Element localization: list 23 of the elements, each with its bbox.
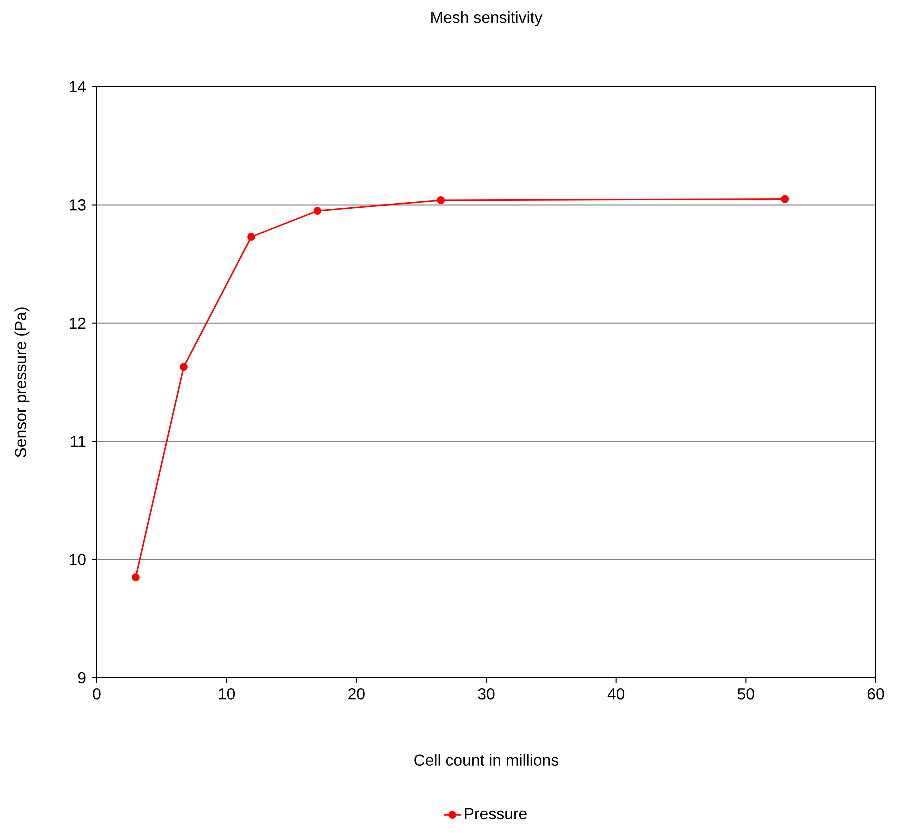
x-tick-label: 40 [608,688,625,700]
point [781,195,790,204]
point [180,363,188,372]
y-tick-label: 14 [70,82,86,92]
x-tick-label: 30 [478,688,495,700]
y-tick-label: 13 [70,200,86,211]
x-tick-label: 0 [93,688,101,700]
x-tick-label: 50 [738,688,754,700]
legend-label: Pressure [465,808,527,820]
point [314,207,322,216]
y-tick-label: 9 [78,672,86,684]
point [248,233,256,242]
chart-title: Mesh sensitivity [432,12,543,26]
y-tick-label: 11 [71,436,86,448]
x-tick-label: 10 [219,688,236,700]
y-tick-label: 12 [70,318,86,329]
y-axis-title: Sensor pressure (Pa) [14,308,30,458]
point [437,196,445,204]
x-axis-title: Cell count in millions [414,754,559,766]
x-tick-label: 60 [868,688,884,700]
y-tick-label: 10 [70,554,86,566]
x-tick-label: 20 [348,688,365,700]
point [132,574,140,582]
